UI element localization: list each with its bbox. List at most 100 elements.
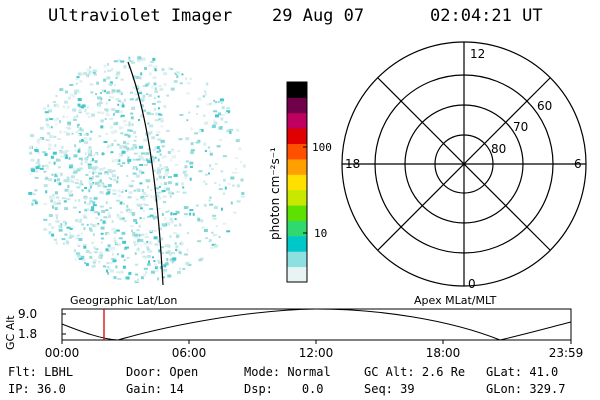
emission-pixel: [63, 151, 68, 154]
emission-pixel: [90, 179, 93, 181]
emission-pixel: [140, 97, 145, 101]
emission-pixel: [53, 238, 57, 241]
emission-pixel: [133, 219, 138, 222]
status-door: Door: Open: [126, 365, 199, 379]
emission-pixel: [68, 236, 72, 239]
emission-pixel: [84, 160, 88, 164]
emission-pixel: [31, 202, 34, 206]
emission-pixel: [57, 199, 61, 202]
emission-pixel: [131, 75, 136, 79]
emission-pixel: [62, 105, 65, 108]
emission-pixel: [111, 220, 114, 223]
emission-pixel: [152, 216, 157, 219]
emission-pixel: [100, 241, 103, 244]
emission-pixel: [74, 182, 79, 184]
emission-pixel: [84, 152, 87, 156]
emission-pixel: [98, 180, 102, 183]
emission-pixel: [145, 83, 149, 87]
emission-pixel: [172, 257, 177, 261]
emission-pixel: [184, 176, 187, 180]
emission-pixel: [53, 104, 56, 107]
emission-pixel: [121, 254, 125, 258]
emission-pixel: [107, 212, 111, 215]
emission-pixel: [106, 91, 109, 94]
emission-pixel: [51, 226, 55, 229]
emission-pixel: [79, 183, 84, 186]
emission-pixel: [119, 217, 124, 221]
emission-pixel: [48, 178, 52, 182]
emission-pixel: [153, 212, 156, 215]
mlt-label-6: 6: [574, 157, 582, 171]
emission-pixel: [90, 209, 95, 212]
emission-pixel: [213, 99, 216, 102]
emission-pixel: [67, 121, 72, 125]
emission-pixel: [137, 188, 141, 192]
emission-pixel: [136, 59, 141, 62]
emission-pixel: [175, 182, 179, 186]
emission-pixel: [173, 80, 178, 83]
emission-pixel: [111, 130, 115, 134]
emission-pixel: [206, 82, 209, 86]
emission-pixel: [91, 241, 94, 244]
emission-pixel: [78, 238, 83, 241]
emission-pixel: [116, 253, 119, 256]
emission-pixel: [123, 65, 127, 69]
emission-pixel: [45, 118, 49, 122]
emission-pixel: [163, 176, 166, 179]
status-mode: Mode: Normal: [244, 365, 331, 379]
emission-pixel: [98, 102, 103, 104]
emission-pixel: [147, 82, 150, 86]
emission-pixel: [242, 164, 246, 168]
emission-pixel: [73, 249, 76, 253]
emission-pixel: [112, 159, 115, 163]
emission-pixel: [107, 184, 112, 187]
emission-pixel: [54, 207, 58, 211]
emission-pixel: [131, 123, 134, 127]
emission-pixel: [86, 68, 90, 72]
emission-pixel: [47, 143, 52, 147]
colorbar-tick-label: 10: [314, 227, 327, 240]
emission-pixel: [166, 222, 170, 226]
emission-pixel: [105, 113, 110, 117]
emission-pixel: [161, 68, 165, 72]
emission-pixel: [93, 246, 96, 250]
emission-pixel: [44, 153, 48, 157]
emission-pixel: [143, 138, 148, 142]
emission-pixel: [85, 112, 90, 116]
emission-pixel: [236, 200, 241, 203]
emission-pixel: [55, 214, 59, 217]
emission-pixel: [184, 213, 189, 216]
emission-pixel: [148, 242, 153, 245]
emission-pixel: [95, 166, 99, 170]
emission-pixel: [165, 129, 170, 132]
emission-pixel: [209, 152, 213, 156]
emission-pixel: [189, 212, 192, 216]
status-ip: IP: 36.0: [8, 382, 66, 396]
emission-pixel: [163, 72, 168, 76]
emission-pixel: [138, 169, 142, 173]
emission-pixel: [158, 227, 163, 231]
emission-pixel: [55, 158, 60, 162]
emission-pixel: [35, 166, 40, 170]
emission-pixel: [213, 119, 216, 122]
emission-pixel: [94, 171, 98, 174]
emission-pixel: [142, 217, 146, 220]
emission-pixel: [135, 243, 139, 246]
emission-pixel: [157, 172, 160, 176]
observation-time: 02:04:21 UT: [430, 6, 543, 26]
emission-pixel: [66, 226, 71, 229]
emission-pixel: [55, 220, 60, 223]
emission-pixel: [85, 250, 90, 253]
colorbar-segment: [287, 220, 307, 237]
emission-pixel: [80, 162, 83, 166]
emission-pixel: [81, 105, 84, 109]
emission-pixel: [158, 85, 163, 88]
emission-pixel: [176, 234, 180, 238]
emission-pixel: [162, 195, 167, 198]
emission-pixel: [117, 194, 121, 198]
emission-pixel: [126, 147, 130, 151]
emission-pixel: [106, 76, 111, 80]
emission-pixel: [29, 151, 33, 155]
emission-pixel: [107, 91, 111, 94]
emission-pixel: [165, 223, 168, 227]
